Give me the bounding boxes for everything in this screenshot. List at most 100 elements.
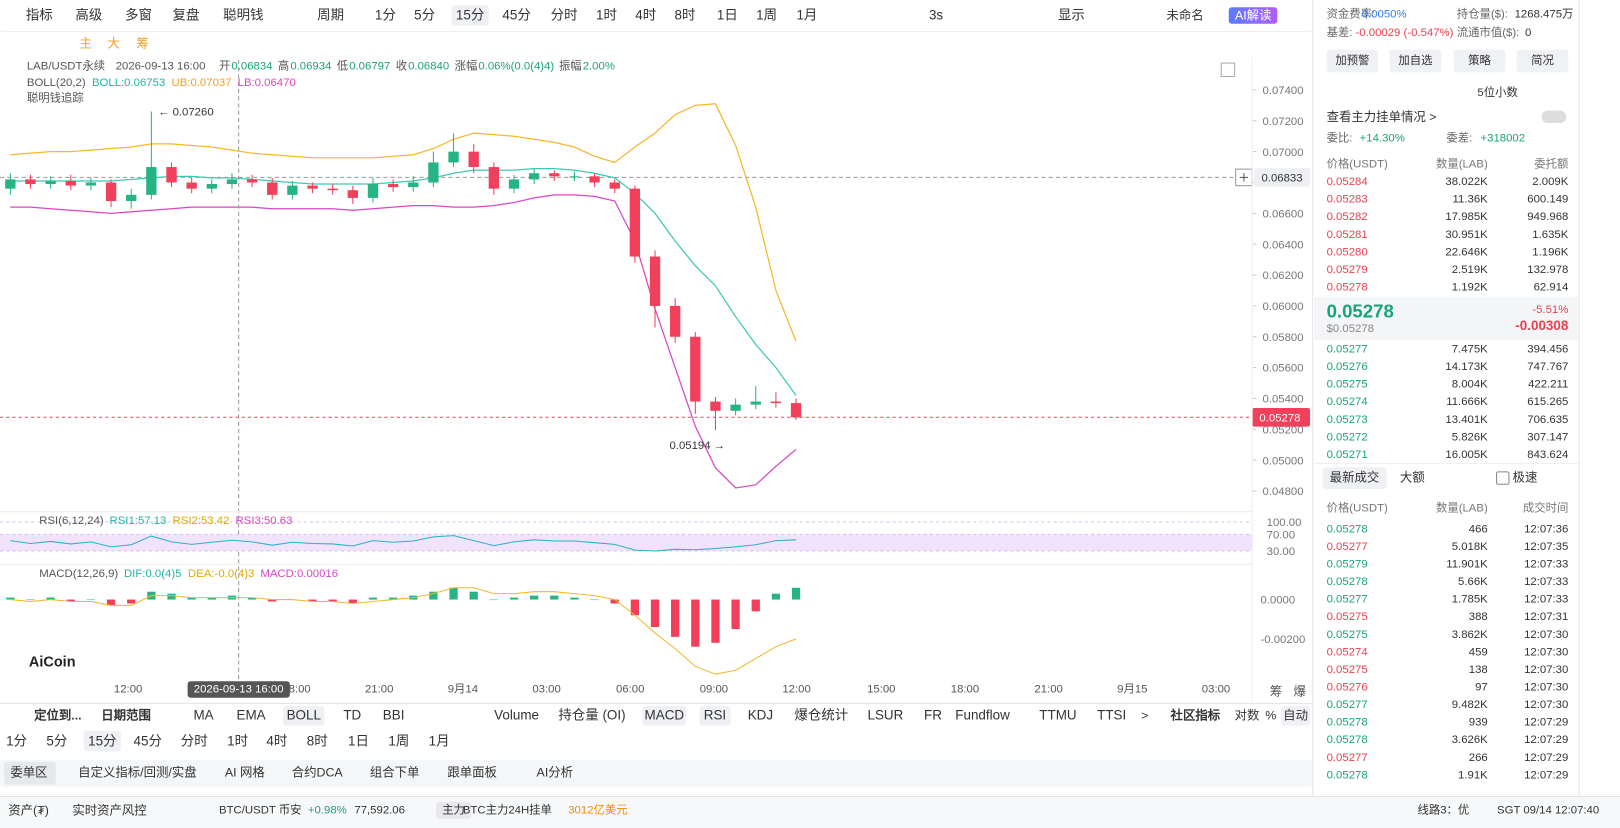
action-button[interactable]: 加自选 [1398,54,1433,68]
period-button[interactable]: 5分 [414,7,436,23]
column-header: 数量(LAB) [1435,502,1488,515]
panel-tab[interactable]: AI 网格 [224,764,265,780]
chip-button[interactable]: 筹 [1269,684,1283,699]
row-qty: 2.519K [1451,263,1488,277]
panel-tab[interactable]: 合约DCA [291,764,343,780]
period-button[interactable]: 15分 [88,732,117,749]
panel-tab[interactable]: AI分析 [536,764,574,780]
scale-option[interactable]: 自动 [1283,708,1308,723]
period-button[interactable]: 1日 [348,732,369,749]
watermark: AiCoin [28,653,76,670]
liq-button[interactable]: 爆 [1293,684,1306,699]
period-button[interactable]: 5分 [46,732,68,749]
panel-tab[interactable]: 组合下单 [369,764,420,780]
locate-button[interactable]: 定位到... [34,708,82,723]
period-button[interactable]: 1日 [716,7,738,23]
display-menu[interactable]: 显示 [1057,7,1085,23]
macd-bar [308,599,317,602]
sub-indicator[interactable]: MACD [644,707,685,723]
time-tick-label: 12:00 [113,683,143,696]
trade-tab[interactable]: 大额 [1399,470,1425,485]
diff-key: 委差: [1446,132,1473,145]
sub-indicator[interactable]: 爆仓统计 [794,707,849,723]
period-button[interactable]: 8时 [674,7,696,23]
sub-indicator[interactable]: TTSI [1097,707,1127,723]
row-qty: 22.646K [1445,246,1488,259]
toolbar-item[interactable]: 高级 [75,7,103,23]
period-button[interactable]: 1周 [388,732,410,749]
layout-name[interactable]: 未命名 [1166,8,1204,23]
draw-tool[interactable]: 大 [107,36,120,51]
period-button[interactable]: 4时 [635,7,657,23]
period-menu[interactable]: 周期 [317,7,345,23]
candle-body [45,180,56,185]
sub-indicator[interactable]: RSI [703,707,727,723]
period-button[interactable]: 1月 [428,732,450,749]
period-button[interactable]: 15分 [455,7,485,23]
toolbar-item[interactable]: 指标 [25,7,53,23]
main-indicator[interactable]: BOLL [286,707,321,723]
row-price: 0.05281 [1326,228,1368,241]
period-button[interactable]: 8时 [306,732,328,749]
date-range[interactable]: 日期范围 [101,708,151,723]
period-button[interactable]: 4时 [266,732,288,749]
ai-button[interactable]: AI解读 [1228,7,1278,24]
main-indicator[interactable]: TD [343,707,362,723]
legend-key: 开 [219,59,231,73]
panel-tab[interactable]: 委单区 [10,764,48,780]
macd-label: MACD(12,26,9) [39,567,119,580]
community-indicators[interactable]: 社区指标 [1170,708,1221,723]
toolbar-item[interactable]: 聪明钱 [223,7,264,23]
refresh-rate[interactable]: 3s [928,7,944,23]
sub-indicator[interactable]: LSUR [867,707,904,723]
period-button[interactable]: 1时 [596,7,617,23]
row-qty: 266 [1468,751,1488,764]
period-button[interactable]: 1时 [227,732,249,749]
sub-indicator[interactable]: KDJ [747,707,774,723]
assets[interactable]: 资产(₮) [8,803,49,818]
sub-indicator[interactable]: FR [923,707,942,723]
panel-tab[interactable]: 自定义指标/回测/实盘 [78,764,197,780]
macd-bar [731,599,740,630]
period-button[interactable]: 1分 [6,732,27,749]
panel-tab[interactable]: 跟单面板 [447,764,497,780]
period-button[interactable]: 45分 [133,732,162,749]
period-button[interactable]: 分时 [180,732,208,749]
period-button[interactable]: 1周 [756,7,778,23]
boll-lower [10,194,797,489]
action-button[interactable]: 简况 [1531,54,1554,68]
macd-bar [26,599,35,601]
period-button[interactable]: 1月 [796,7,818,23]
main-indicator[interactable]: MA [193,707,214,723]
risk-control[interactable]: 实时资产风控 [72,803,147,818]
main-indicator[interactable]: BBI [382,707,405,723]
decimals-select[interactable]: 5位小数 [1477,86,1518,100]
scale-option[interactable]: 对数 [1234,708,1260,723]
draw-tool[interactable]: 主 [79,36,92,51]
period-button[interactable]: 45分 [502,7,531,23]
row-price: 0.05277 [1326,593,1368,606]
sub-indicator[interactable]: 持仓量 (OI) [558,707,626,723]
sub-indicator[interactable]: TTMU [1039,707,1077,723]
action-button[interactable]: 加预警 [1335,54,1370,68]
trade-tab[interactable]: 最新成交 [1329,470,1380,485]
draw-tool[interactable]: 筹 [136,36,149,51]
period-button[interactable]: 分时 [550,7,578,23]
action-button[interactable]: 策略 [1468,54,1491,68]
period-button[interactable]: 1分 [374,7,396,23]
fast-toggle[interactable]: 极速 [1512,470,1538,485]
row-qty: 17.985K [1445,210,1488,224]
row-qty: 939 [1468,716,1488,729]
toolbar-item[interactable]: 复盘 [172,7,200,23]
rsi-tick-label: 70.00 [1267,530,1295,542]
depth-link[interactable]: 查看主力挂单情况 > [1326,109,1437,125]
sub-indicator[interactable]: Fundflow [955,707,1010,723]
scale-option[interactable]: % [1265,708,1277,723]
more-indicators[interactable]: > [1141,708,1149,723]
ticker-pair: BTC/USDT 币安 [219,804,302,817]
main-indicator[interactable]: EMA [236,707,266,723]
candle-body [327,188,338,191]
sub-indicator[interactable]: Volume [494,707,539,723]
toolbar-item[interactable]: 多窗 [125,7,152,23]
row-price: 0.05276 [1326,681,1368,694]
